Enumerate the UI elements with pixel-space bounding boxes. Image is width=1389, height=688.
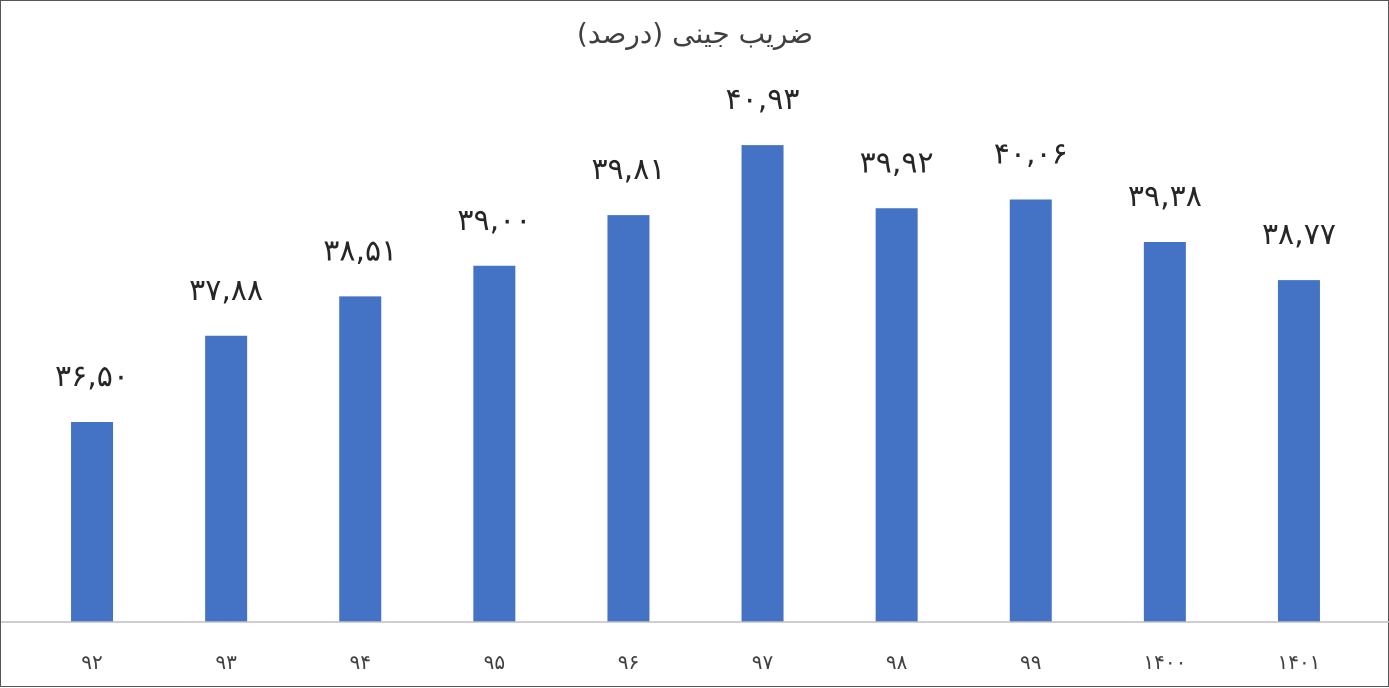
bar-4 (607, 215, 650, 622)
data-label-1: ۳۷,۸۸ (189, 273, 263, 308)
x-tick-labels-layer: ۹۲ ۹۳ ۹۴ ۹۵ ۹۶ ۹۷ ۹۸ ۹۹ ۱۴۰۰ ۱۴۰۱ (81, 650, 1320, 674)
bars-layer (71, 145, 1320, 622)
chart-title: ضریب جینی (درصد) (577, 17, 813, 50)
data-label-6: ۳۹,۹۲ (860, 145, 934, 180)
bar-5 (741, 145, 784, 622)
data-label-4: ۳۹,۸۱ (591, 152, 665, 187)
x-tick-label-7: ۹۹ (1020, 650, 1041, 674)
data-label-5: ۴۰,۹۳ (726, 82, 800, 117)
x-tick-label-8: ۱۴۰۰ (1143, 650, 1186, 674)
bar-9 (1277, 280, 1320, 622)
data-label-3: ۳۹,۰۰ (457, 203, 531, 238)
bar-8 (1143, 242, 1186, 622)
data-label-7: ۴۰,۰۶ (994, 137, 1068, 172)
x-tick-label-9: ۱۴۰۱ (1277, 650, 1320, 674)
bar-6 (875, 208, 918, 622)
bar-3 (473, 265, 516, 622)
data-label-0: ۳۶,۵۰ (55, 359, 129, 394)
bar-2 (339, 296, 382, 622)
x-tick-label-5: ۹۷ (752, 650, 774, 674)
bar-7 (1009, 199, 1052, 622)
bar-0 (71, 422, 114, 622)
x-tick-label-0: ۹۲ (81, 650, 102, 674)
data-label-2: ۳۸,۵۱ (323, 233, 397, 268)
x-tick-label-6: ۹۸ (886, 650, 908, 674)
x-tick-label-3: ۹۵ (484, 650, 505, 674)
x-tick-label-4: ۹۶ (618, 650, 639, 674)
x-tick-label-1: ۹۳ (215, 650, 237, 674)
data-label-9: ۳۸,۷۷ (1262, 217, 1336, 252)
bar-1 (205, 335, 248, 622)
x-tick-label-2: ۹۴ (350, 650, 371, 674)
data-label-8: ۳۹,۳۸ (1128, 179, 1202, 214)
data-labels-layer: ۳۶,۵۰ ۳۷,۸۸ ۳۸,۵۱ ۳۹,۰۰ ۳۹,۸۱ ۴۰,۹۳ ۳۹,۹۲ ۴۰,۰۶… (55, 82, 1336, 394)
